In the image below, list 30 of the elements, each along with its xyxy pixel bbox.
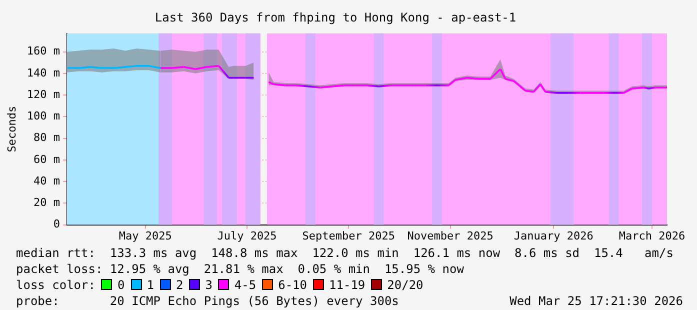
y-tick-label: 140 m (26, 66, 60, 80)
y-tick-label: 0 (53, 218, 60, 231)
legend-label: 20/20 (387, 278, 424, 292)
legend-label: 2 (176, 278, 184, 292)
text: packet loss: 12.95 % avg 21.81 % max 0.05 % min 15.95 % now (16, 262, 464, 277)
y-axis-title: Seconds (5, 106, 18, 152)
legend-label: 3 (205, 278, 212, 292)
x-tick-label: May 2025 (118, 229, 172, 242)
text: median rtt: 133.3 ms avg 148.8 ms max 122.0 ms min 126.1 ms now 8.6 ms sd 15.4 am/s (16, 246, 674, 261)
legend-label: 1 (146, 278, 154, 292)
legend-label: 4-5 (234, 278, 256, 292)
legend-label: 11-19 (329, 278, 366, 292)
chart-title: Last 360 Days from fhping to Hong Kong - ap-east-1 (154, 10, 516, 24)
x-tick-label: January 2026 (514, 229, 594, 242)
y-tick-label: 100 m (26, 110, 60, 123)
x-tick-label: July 2025 (217, 229, 277, 242)
legend-label: 0 (117, 278, 125, 292)
y-tick-label: 160 m (26, 44, 60, 58)
y-tick-label: 120 m (26, 88, 60, 101)
y-tick-label: 20 m (34, 196, 60, 210)
text: probe: 20 ICMP Echo Pings (56 Bytes) every 300s (16, 294, 399, 309)
x-tick-label: September 2025 (302, 229, 396, 242)
x-tick-label: November 2025 (407, 229, 494, 242)
y-tick-label: 40 m (34, 174, 60, 188)
legend-title: loss color: (16, 278, 96, 292)
x-tick-label: March 2026 (618, 229, 686, 242)
legend-label: 6-10 (278, 278, 308, 292)
y-tick-label: 60 m (34, 152, 60, 166)
y-tick-label: 80 m (34, 131, 60, 144)
text: Wed Mar 25 17:21:30 2026 (510, 294, 683, 309)
